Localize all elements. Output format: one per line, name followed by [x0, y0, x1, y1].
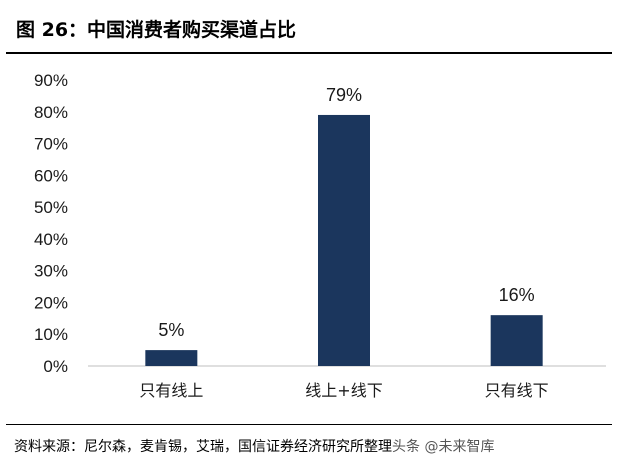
value-labels: 5% 79% 16% — [158, 85, 534, 340]
source-text: 资料来源：尼尔森，麦肯锡，艾瑞，国信证券经济研究所整理 — [14, 439, 392, 455]
y-tick-label: 90% — [34, 71, 68, 90]
category-label: 只有线上 — [139, 381, 203, 400]
bar — [490, 315, 543, 366]
y-tick-label: 0% — [43, 357, 68, 376]
bar-value-label: 16% — [499, 285, 535, 305]
bar-chart: 0% 10% 20% 30% 40% 50% 60% 70% 80% 90% 5% 79% 16% 只… — [34, 71, 606, 400]
y-axis-ticks: 0% 10% 20% 30% 40% 50% 60% 70% 80% 90% — [34, 71, 68, 376]
y-tick-label: 20% — [34, 293, 68, 312]
footer-rule — [6, 424, 612, 425]
bars — [145, 114, 543, 366]
bar-value-label: 5% — [158, 320, 184, 340]
watermark: 头条 @未来智库 — [392, 439, 495, 455]
title-rule — [6, 52, 612, 54]
y-tick-label: 60% — [34, 166, 68, 185]
figure-title: 图 26：中国消费者购买渠道占比 — [16, 18, 297, 41]
y-tick-label: 50% — [34, 198, 68, 217]
bar — [318, 114, 370, 366]
y-tick-label: 80% — [34, 103, 68, 122]
y-tick-label: 70% — [34, 135, 68, 154]
category-label: 线上+线下 — [305, 381, 382, 400]
category-labels: 只有线上 线上+线下 只有线下 — [139, 381, 548, 400]
source-note: 资料来源：尼尔森，麦肯锡，艾瑞，国信证券经济研究所整理头条 @未来智库 — [14, 436, 614, 460]
bar — [145, 350, 198, 366]
y-tick-label: 30% — [34, 262, 68, 281]
y-tick-label: 10% — [34, 325, 68, 344]
y-tick-label: 40% — [34, 230, 68, 249]
category-label: 只有线下 — [485, 381, 549, 400]
bar-value-label: 79% — [326, 85, 362, 105]
figure-title-bar: 图 26：中国消费者购买渠道占比 — [6, 8, 612, 48]
